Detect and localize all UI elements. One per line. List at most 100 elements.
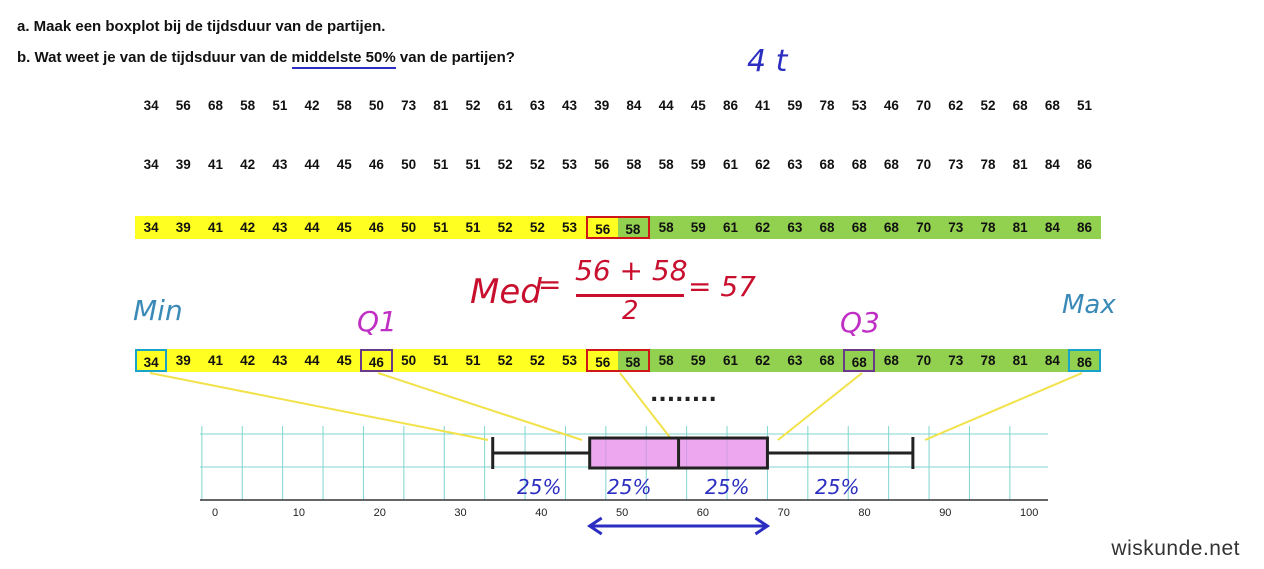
data-cell: 46 xyxy=(368,157,384,172)
data-cell: 68 xyxy=(810,216,844,239)
quarter-label-2: 25% xyxy=(607,475,652,499)
data-cell: 53 xyxy=(553,216,586,239)
data-cell: 51 xyxy=(465,157,481,172)
axis-tick-label: 70 xyxy=(777,507,790,519)
connector-line xyxy=(149,372,489,441)
data-cell: 39 xyxy=(167,216,200,239)
median-highlight-row: 34 39 41 42 43 44 45 46 50 51 51 52 52 53 56 58 58 59 61 62… xyxy=(135,216,1101,239)
data-cell: 42 xyxy=(231,216,264,239)
data-cell: 86 xyxy=(722,98,738,113)
data-cell: 53 xyxy=(553,349,586,372)
axis-tick-label: 10 xyxy=(292,507,306,519)
data-cell: 58 xyxy=(240,98,256,113)
data-cell: 43 xyxy=(272,157,288,172)
data-cell: 58 xyxy=(650,216,683,239)
quarter-label-3: 25% xyxy=(705,475,750,499)
data-cell: 51 xyxy=(456,216,490,239)
data-cell: 61 xyxy=(722,157,738,172)
data-cell: 56 xyxy=(175,98,191,113)
data-cell: 62 xyxy=(746,216,779,239)
data-cell: 59 xyxy=(690,157,706,172)
connector-line xyxy=(619,372,673,441)
data-cell: 41 xyxy=(199,349,232,372)
q3-label: Q3 xyxy=(840,306,880,339)
iqr-arrow-left-head xyxy=(586,516,603,536)
data-cell: 84 xyxy=(1036,216,1069,239)
data-cell: 45 xyxy=(328,216,361,239)
data-cell: 58 xyxy=(658,157,674,172)
data-cell: 62 xyxy=(755,157,771,172)
data-cell: 59 xyxy=(682,349,715,372)
question-b-prefix: b. Wat weet je van de tijdsduur van de xyxy=(17,49,292,66)
data-cell: 61 xyxy=(714,216,747,239)
data-cell: 45 xyxy=(690,98,706,113)
data-cell: 51 xyxy=(1077,98,1093,113)
raw-data-row: 34 56 68 58 51 42 58 50 73 81 52 61 63 43 39 84 44 45 86 41… xyxy=(135,94,1101,117)
median-fraction-bottom: 2 xyxy=(622,296,639,326)
data-cell: 52 xyxy=(489,216,522,239)
data-cell: 70 xyxy=(907,349,940,372)
data-cell: 52 xyxy=(521,349,554,372)
data-cell: 63 xyxy=(778,216,811,239)
data-cell: 62 xyxy=(948,98,964,113)
connector-line xyxy=(377,372,583,441)
data-cell: 42 xyxy=(240,157,256,172)
median-result: = 57 xyxy=(688,270,756,303)
data-cell: 58 xyxy=(617,216,650,239)
data-cell: 52 xyxy=(529,157,545,172)
watermark: wiskunde.net xyxy=(1111,537,1240,560)
axis-tick-label: 40 xyxy=(535,507,548,519)
data-cell: 34 xyxy=(135,216,168,239)
quarter-label-1: 25% xyxy=(517,475,562,499)
data-cell: 46 xyxy=(360,349,393,372)
data-cell: 73 xyxy=(939,349,972,372)
data-cell: 68 xyxy=(810,349,844,372)
data-cell: 68 xyxy=(819,157,835,172)
data-cell: 34 xyxy=(143,98,159,113)
data-cell: 44 xyxy=(658,98,674,113)
data-cell: 51 xyxy=(424,216,457,239)
question-a: a. Maak een boxplot bij de tijdsduur van… xyxy=(17,18,386,35)
data-cell: 52 xyxy=(497,157,513,172)
data-cell: 52 xyxy=(489,349,522,372)
data-cell: 84 xyxy=(626,98,642,113)
connector-line xyxy=(777,372,863,441)
question-b-suffix: van de partijen? xyxy=(395,49,515,66)
data-cell: 44 xyxy=(304,157,320,172)
dots-note: ........ xyxy=(650,382,717,407)
data-cell: 39 xyxy=(167,349,200,372)
data-cell: 58 xyxy=(617,349,650,372)
axis-tick-label: 90 xyxy=(939,507,952,519)
data-cell: 52 xyxy=(521,216,554,239)
data-cell: 68 xyxy=(875,349,908,372)
data-cell: 70 xyxy=(916,157,932,172)
data-cell: 39 xyxy=(594,98,610,113)
data-cell: 68 xyxy=(851,157,867,172)
data-cell: 68 xyxy=(875,216,908,239)
data-cell: 42 xyxy=(304,98,320,113)
axis-tick-label: 60 xyxy=(696,507,710,519)
data-cell: 51 xyxy=(272,98,288,113)
data-cell: 63 xyxy=(778,349,811,372)
data-cell: 45 xyxy=(328,349,361,372)
data-cell: 42 xyxy=(231,349,264,372)
data-cell: 68 xyxy=(207,98,223,113)
axis-tick-label: 0 xyxy=(212,507,219,519)
max-label: Max xyxy=(1062,290,1116,320)
data-cell: 34 xyxy=(143,157,159,172)
data-cell: 81 xyxy=(1004,349,1037,372)
data-cell: 46 xyxy=(360,216,393,239)
sorted-data-row: 34 39 41 42 43 44 45 46 50 51 51 52 52 53 56 58 58 59 61 62… xyxy=(135,153,1101,176)
iqr-arrow-right-head xyxy=(754,516,771,536)
data-cell: 41 xyxy=(755,98,771,113)
quartile-highlight-row: 34 39 41 42 43 44 45 46 50 51 51 52 52 53 56 58 58 59 61 62… xyxy=(135,349,1101,372)
data-cell: 73 xyxy=(939,216,972,239)
data-cell: 84 xyxy=(1044,157,1060,172)
data-cell: 50 xyxy=(392,349,425,372)
data-cell: 61 xyxy=(714,349,747,372)
data-cell: 70 xyxy=(916,98,932,113)
data-cell: 43 xyxy=(263,216,296,239)
data-cell: 62 xyxy=(746,349,779,372)
data-cell: 86 xyxy=(1077,157,1093,172)
data-cell: 58 xyxy=(650,349,683,372)
